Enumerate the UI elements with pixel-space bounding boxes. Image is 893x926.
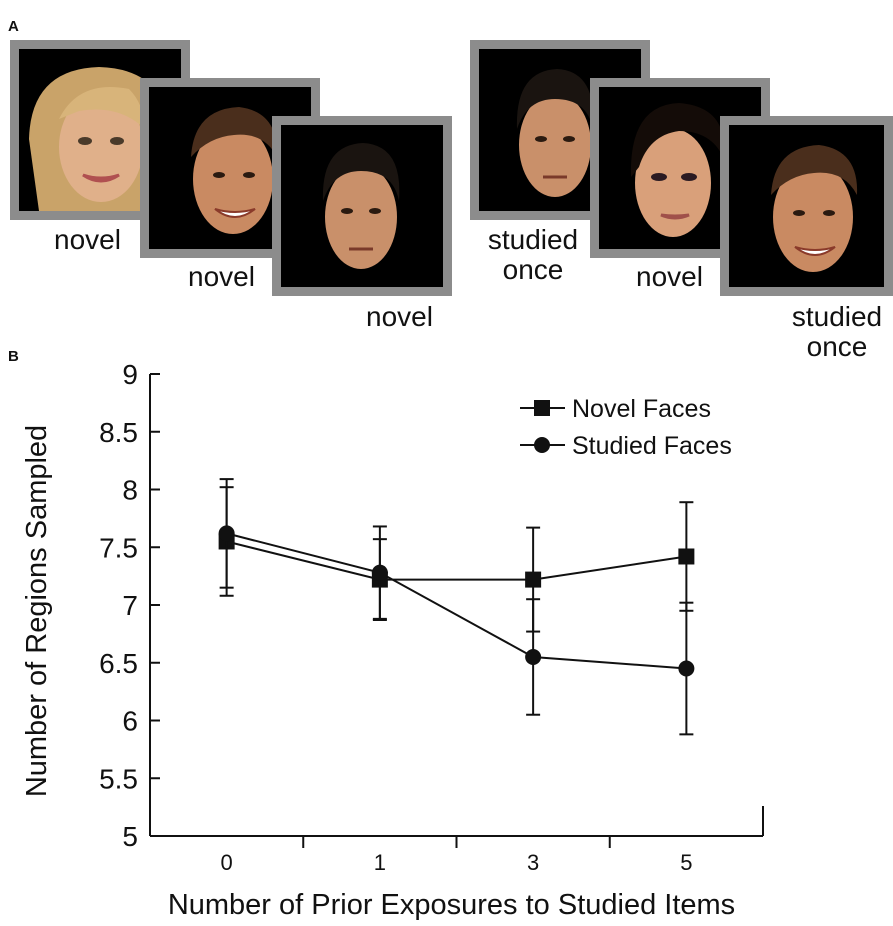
data-point-circle: [371, 564, 388, 581]
face-label-studied-once-1-line2: once: [502, 254, 564, 285]
face-label-novel-3: novel: [366, 301, 433, 332]
y-tick-label: 6.5: [99, 648, 138, 679]
y-tick-label: 7: [122, 590, 138, 621]
dark-haired-woman-face-icon: [599, 87, 761, 249]
y-tick-label: 9: [122, 359, 138, 390]
y-tick-label: 8: [122, 475, 138, 506]
legend-label: Novel Faces: [572, 395, 711, 423]
smiling-man-face-icon: [729, 125, 884, 287]
data-point-square: [678, 548, 695, 565]
face-label-studied-once-2: studied once: [782, 302, 892, 362]
y-tick-label: 5: [122, 821, 138, 852]
face-label-novel-2: novel: [188, 261, 255, 292]
series-line-studied: [226, 532, 687, 670]
neutral-man-face-icon: [281, 125, 443, 287]
legend-marker-square: [534, 400, 550, 416]
y-tick-label: 6: [122, 706, 138, 737]
x-tick-label: 3: [527, 850, 539, 875]
panel-a-label: A: [8, 18, 19, 35]
y-axis-label: Number of Regions Sampled: [21, 425, 53, 797]
x-tick-label: 1: [374, 850, 386, 875]
face-label-studied-once-1-line1: studied: [487, 224, 579, 255]
face-label-studied-once-2-line2: once: [806, 331, 868, 362]
x-tick-label: 0: [221, 850, 233, 875]
data-point-circle: [218, 525, 235, 542]
y-tick-label: 7.5: [99, 532, 138, 563]
series-line-novel: [226, 540, 687, 581]
face-label-novel-4: novel: [636, 261, 703, 292]
data-point-circle: [525, 648, 542, 665]
face-label-studied-once-2-line1: studied: [791, 301, 883, 332]
y-tick-label: 8.5: [99, 417, 138, 448]
data-point-square: [525, 571, 542, 588]
y-tick-label: 5.5: [99, 763, 138, 794]
data-point-circle: [678, 660, 695, 677]
face-photo-neutral-man-1: [272, 116, 452, 296]
x-axis-label: Number of Prior Exposures to Studied Ite…: [168, 889, 735, 921]
face-photo-blonde-woman: [10, 40, 190, 220]
face-label-novel-1: novel: [54, 224, 121, 255]
x-tick-label: 5: [680, 850, 692, 875]
face-label-studied-once-1: studied once: [478, 225, 588, 285]
legend-marker-circle: [534, 437, 550, 453]
face-photo-smiling-man-2: [720, 116, 893, 296]
legend-label: Studied Faces: [572, 432, 732, 460]
panel-b-label: B: [8, 348, 19, 365]
